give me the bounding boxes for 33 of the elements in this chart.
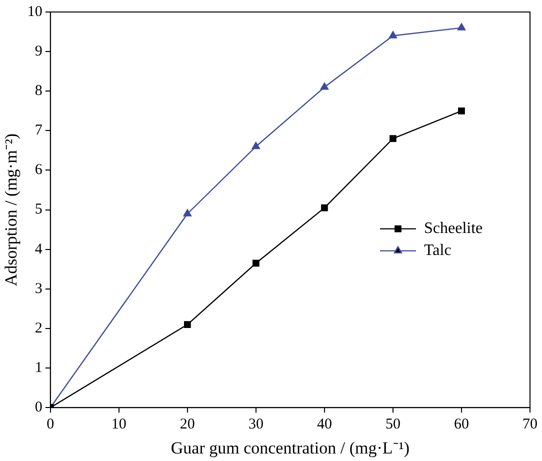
x-tick-label: 40: [316, 416, 332, 433]
y-tick-label: 10: [27, 4, 42, 20]
point: [183, 209, 192, 216]
legend-label: Talc: [424, 242, 452, 260]
y-tick-label: 8: [34, 83, 42, 100]
x-tick-label: 10: [111, 416, 126, 433]
x-tick-label: 20: [180, 416, 195, 433]
x-tick-label: 50: [385, 416, 400, 433]
y-axis-title: Adsorption / (mg·m⁻²): [2, 133, 21, 286]
point: [252, 142, 260, 150]
x-tick-label: 30: [248, 416, 264, 433]
point: [390, 135, 396, 142]
y-tick-label: 4: [34, 241, 43, 258]
point: [320, 82, 329, 90]
y-tick-label: 5: [34, 202, 42, 218]
y-tick-label: 6: [34, 162, 43, 178]
y-tick-label: 0: [34, 400, 42, 416]
y-tick-label: 2: [34, 320, 42, 336]
point: [388, 31, 398, 38]
x-tick-label: 0: [46, 416, 54, 433]
x-tick-label: 60: [454, 416, 469, 433]
y-tick-label: 7: [34, 122, 43, 139]
y-tick-label: 3: [34, 280, 42, 297]
legend-label: Scheelite: [424, 220, 483, 238]
y-tick-label: 1: [34, 360, 42, 376]
point: [458, 107, 465, 114]
point: [184, 321, 191, 328]
x-axis-title: Guar gum concentration / (mg·L⁻¹): [170, 438, 410, 458]
point: [321, 204, 328, 212]
point: [457, 23, 466, 30]
y-tick-label: 9: [34, 44, 42, 60]
x-tick-label: 70: [522, 416, 538, 433]
point: [252, 260, 260, 267]
